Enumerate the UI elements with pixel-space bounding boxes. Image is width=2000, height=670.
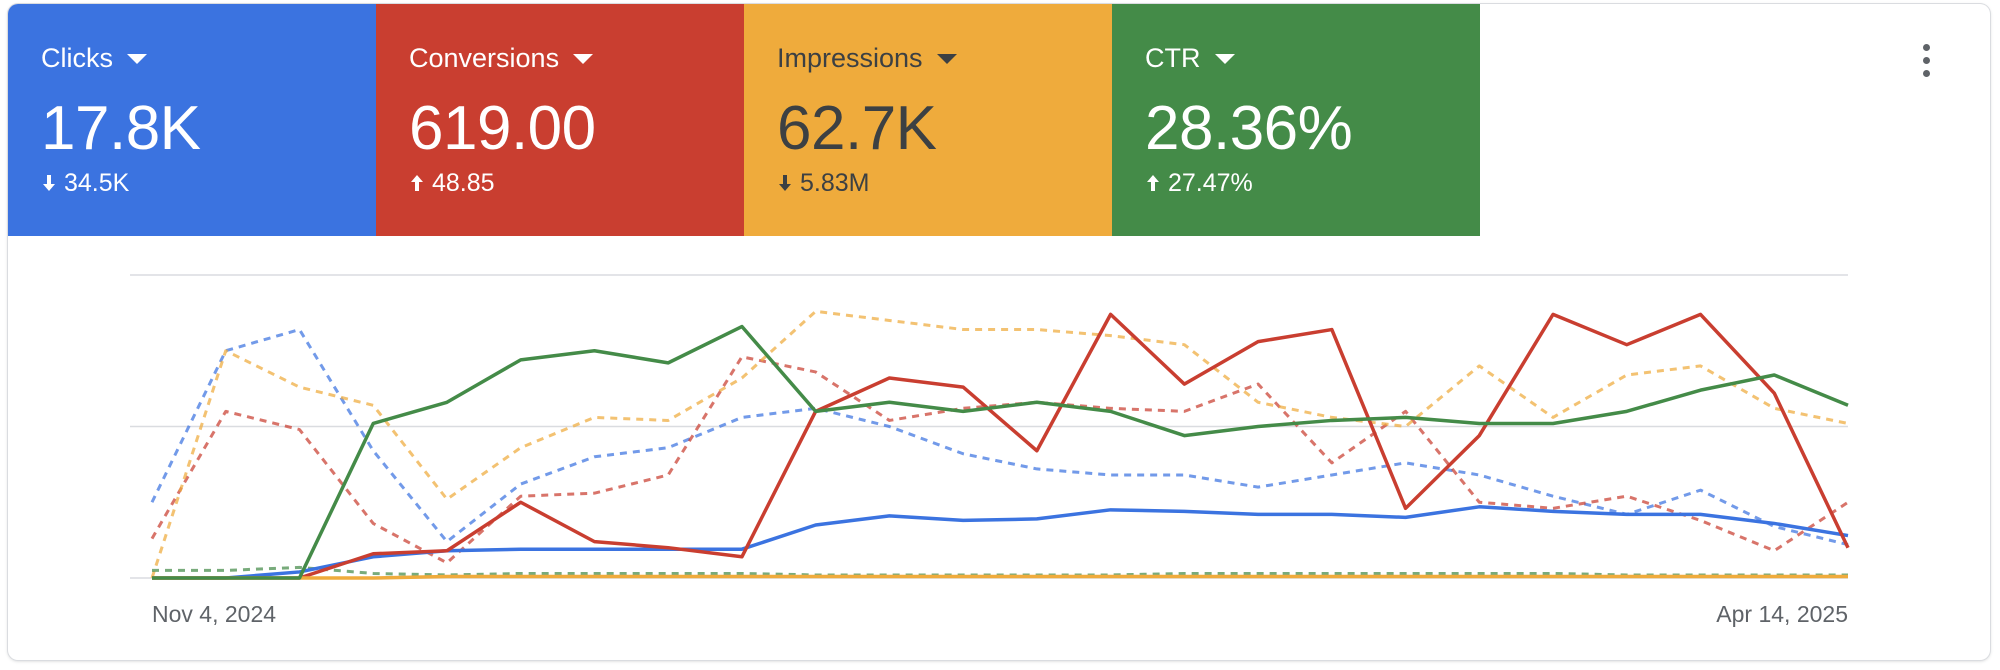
dot <box>1922 69 1930 77</box>
tile-delta: 5.83M <box>777 168 1112 198</box>
tile-header: Impressions <box>777 40 1112 76</box>
tile-value: 62.7K <box>777 94 937 163</box>
tile-delta: 48.85 <box>409 168 744 198</box>
caret-down-icon[interactable] <box>1214 54 1235 64</box>
tile-header: Conversions <box>409 40 744 76</box>
performance-card: Clicks 17.8K 34.5K Conversions 619.00 48… <box>8 4 1990 660</box>
caret-down-icon[interactable] <box>936 54 957 64</box>
series-line-clicks-comparison <box>150 328 1849 547</box>
tile-delta-value: 48.85 <box>432 169 495 197</box>
tile-delta: 34.5K <box>41 168 376 198</box>
series-line-impressions <box>152 574 1848 580</box>
series-line-conversions <box>152 312 1850 580</box>
arrow-up-icon <box>1147 175 1159 191</box>
series-line-impressions-comparison <box>150 309 1849 579</box>
tile-label: CTR <box>1145 43 1201 73</box>
tile-delta-value: 34.5K <box>64 169 130 197</box>
metric-tiles: Clicks 17.8K 34.5K Conversions 619.00 48… <box>8 4 1480 236</box>
tile-delta-value: 27.47% <box>1168 169 1253 197</box>
dot <box>1922 56 1930 64</box>
more-vert-icon[interactable] <box>1908 36 1944 84</box>
series-line-ctr-comparison <box>152 565 1848 577</box>
arrow-down-icon <box>779 175 791 191</box>
dot <box>1922 43 1930 51</box>
chart-series <box>150 309 1850 580</box>
arrow-up-icon <box>411 175 423 191</box>
x-axis-end-label: Apr 14, 2025 <box>1716 601 1848 627</box>
arrow-down-icon <box>43 175 55 191</box>
tile-label: Impressions <box>777 43 923 73</box>
tile-clicks[interactable]: Clicks 17.8K 34.5K <box>8 4 376 236</box>
tile-label: Clicks <box>41 43 113 73</box>
tile-delta-value: 5.83M <box>800 169 870 197</box>
tile-label: Conversions <box>409 43 560 73</box>
tile-header: CTR <box>1145 40 1480 76</box>
tile-header: Clicks <box>41 40 376 76</box>
caret-down-icon[interactable] <box>127 54 147 64</box>
tile-impressions[interactable]: Impressions 62.7K 5.83M <box>744 4 1112 236</box>
chart-gridlines <box>130 274 1848 579</box>
tile-value: 28.36% <box>1145 94 1353 163</box>
tile-ctr[interactable]: CTR 28.36% 27.47% <box>1112 4 1480 236</box>
x-axis-start-label: Nov 4, 2024 <box>152 601 276 627</box>
series-line-ctr <box>152 324 1849 580</box>
tile-conversions[interactable]: Conversions 619.00 48.85 <box>376 4 744 236</box>
caret-down-icon[interactable] <box>573 54 594 64</box>
tile-delta: 27.47% <box>1145 168 1480 198</box>
tile-value: 17.8K <box>41 94 201 163</box>
line-chart: Nov 4, 2024 Apr 14, 2025 <box>130 274 1850 627</box>
tile-value: 619.00 <box>409 94 596 163</box>
